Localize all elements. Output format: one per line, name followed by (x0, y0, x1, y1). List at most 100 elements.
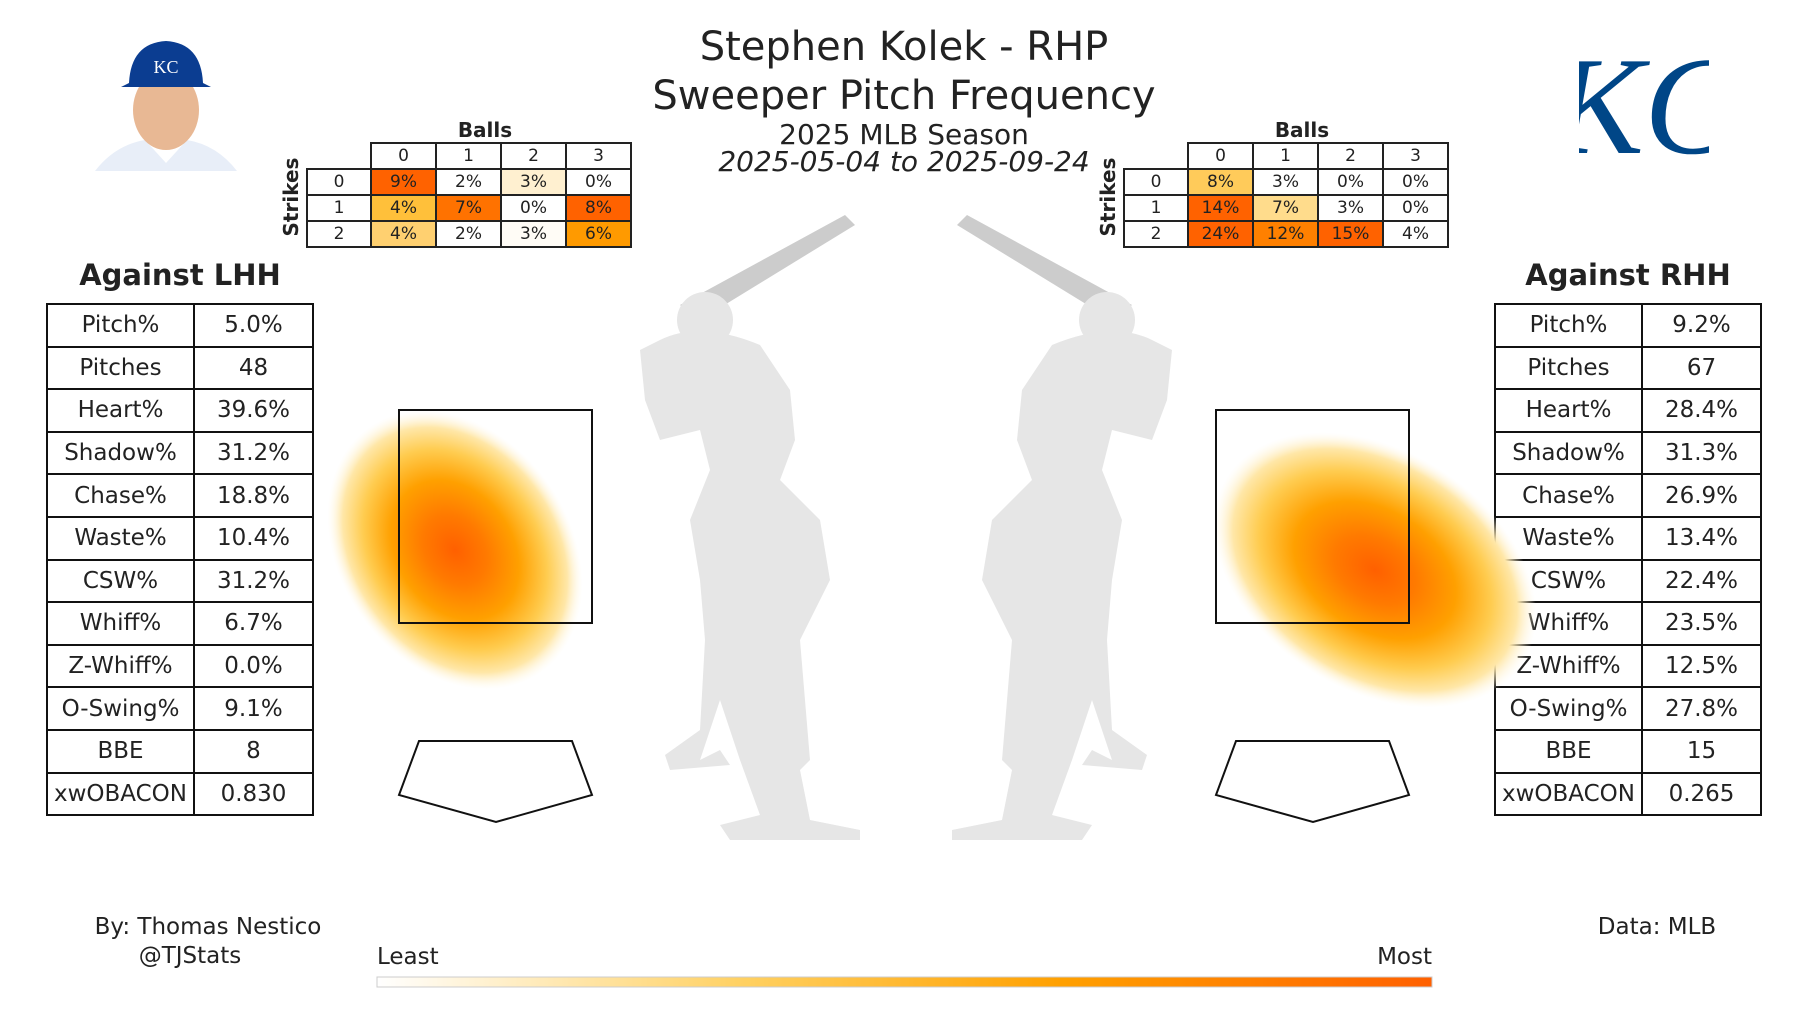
stat-row: Heart% 28.4% (1494, 388, 1762, 433)
stat-row: Pitches 48 (46, 345, 314, 391)
rhh-stats-table: Pitch% 9.2% Pitches 67 Heart% 28.4% Shadow% 31.… (1494, 303, 1762, 817)
stat-label: Whiff% (46, 601, 195, 646)
stat-row: CSW% 31.2% (46, 558, 314, 604)
stat-label: Z-Whiff% (46, 643, 195, 689)
count-cell: 9% (370, 168, 437, 196)
stat-label: BBE (1494, 728, 1643, 774)
stat-label: xwOBACON (1494, 771, 1643, 817)
stat-label: xwOBACON (46, 771, 195, 817)
chart-subtitle: Sweeper Pitch Frequency (652, 73, 1156, 119)
strikes-header: 1 (306, 194, 372, 222)
count-cell: 4% (1382, 220, 1449, 248)
count-grid: 0 1 2 3 0 8% 3% 0% 0% 1 14% 7% 3% 0% 2 24% 12% 15% 4% (1123, 142, 1449, 248)
cap-logo: KC (153, 57, 178, 77)
count-cell: 14% (1187, 194, 1254, 222)
stat-value: 9.1% (193, 686, 314, 731)
lhh-heading: Against LHH (79, 258, 281, 292)
stat-row: O-Swing% 9.1% (46, 686, 314, 731)
stat-row: Z-Whiff% 0.0% (46, 643, 314, 689)
stat-label: CSW% (46, 558, 195, 604)
count-cell: 2% (435, 220, 502, 248)
strikes-header: 2 (306, 220, 372, 248)
rhh-location-heatmap (1213, 432, 1537, 708)
rhh-heading: Against RHH (1525, 258, 1731, 292)
count-cell: 4% (370, 194, 437, 222)
season-label: 2025 MLB Season (779, 118, 1029, 151)
count-cell: 3% (500, 168, 567, 196)
balls-header: 1 (1252, 142, 1319, 170)
stat-value: 0.0% (193, 643, 314, 689)
count-cell: 0% (500, 194, 567, 222)
stat-row: Shadow% 31.3% (1494, 430, 1762, 476)
team-logo: KC (1579, 35, 1709, 168)
stat-label: Heart% (46, 388, 195, 433)
balls-header: 0 (1187, 142, 1254, 170)
bat (957, 215, 1132, 320)
stat-label: O-Swing% (1494, 686, 1643, 731)
stat-label: Shadow% (1494, 430, 1643, 476)
count-cell: 3% (500, 220, 567, 248)
stat-value: 8 (193, 728, 314, 774)
stat-row: Pitch% 9.2% (1494, 303, 1762, 348)
balls-label: Balls (457, 118, 513, 142)
stat-row: BBE 15 (1494, 728, 1762, 774)
stat-value: 0.830 (193, 771, 314, 817)
stat-row: Heart% 39.6% (46, 388, 314, 433)
lhh-home-plate (397, 740, 594, 824)
author-credit: By: Thomas Nestico (94, 914, 322, 940)
balls-header: 2 (500, 142, 567, 170)
count-cell: 0% (565, 168, 632, 196)
stat-value: 12.5% (1641, 643, 1762, 689)
stat-row: xwOBACON 0.265 (1494, 771, 1762, 817)
stat-label: Chase% (1494, 473, 1643, 518)
stat-value: 27.8% (1641, 686, 1762, 731)
strikes-header: 0 (306, 168, 372, 196)
stat-label: Pitches (1494, 345, 1643, 391)
stat-label: O-Swing% (46, 686, 195, 731)
stat-value: 5.0% (193, 303, 314, 348)
stat-value: 22.4% (1641, 558, 1762, 604)
stat-label: Heart% (1494, 388, 1643, 433)
strikes-header: 2 (1123, 220, 1189, 248)
stat-row: BBE 8 (46, 728, 314, 774)
count-cell: 12% (1252, 220, 1319, 248)
count-cell: 24% (1187, 220, 1254, 248)
stat-row: Shadow% 31.2% (46, 430, 314, 476)
stat-value: 26.9% (1641, 473, 1762, 518)
stat-value: 6.7% (193, 601, 314, 646)
stat-row: Chase% 26.9% (1494, 473, 1762, 518)
rhh-home-plate (1214, 740, 1411, 824)
stat-row: Pitch% 5.0% (46, 303, 314, 348)
stat-value: 67 (1641, 345, 1762, 391)
balls-header: 3 (565, 142, 632, 170)
stat-value: 31.3% (1641, 430, 1762, 476)
balls-label: Balls (1274, 118, 1330, 142)
stat-row: Waste% 13.4% (1494, 515, 1762, 561)
count-cell: 3% (1317, 194, 1384, 222)
stat-value: 23.5% (1641, 601, 1762, 646)
balls-header: 0 (370, 142, 437, 170)
count-grid: 0 1 2 3 0 9% 2% 3% 0% 1 4% 7% 0% 8% 2 4% 2% 3% 6% (306, 142, 632, 248)
count-cell: 15% (1317, 220, 1384, 248)
colorbar-low-label: Least (377, 944, 439, 970)
stat-value: 0.265 (1641, 771, 1762, 817)
count-cell: 2% (435, 168, 502, 196)
author-handle: @TJStats (138, 943, 242, 969)
stat-value: 28.4% (1641, 388, 1762, 433)
count-cell: 8% (1187, 168, 1254, 196)
lhh-batter-silhouette (640, 215, 860, 840)
rhh-strike-zone (1215, 409, 1410, 624)
strikes-header: 0 (1123, 168, 1189, 196)
stat-label: Shadow% (46, 430, 195, 476)
stat-row: Chase% 18.8% (46, 473, 314, 518)
stat-value: 18.8% (193, 473, 314, 518)
date-range: 2025-05-04 to 2025-09-24 (718, 145, 1090, 178)
stat-label: Chase% (46, 473, 195, 518)
chart-title: Stephen Kolek - RHP (699, 24, 1109, 70)
stat-row: xwOBACON 0.830 (46, 771, 314, 817)
rhh-batter-silhouette (952, 215, 1172, 840)
balls-header: 2 (1317, 142, 1384, 170)
stat-value: 9.2% (1641, 303, 1762, 348)
count-cell: 4% (370, 220, 437, 248)
stat-row: Waste% 10.4% (46, 515, 314, 561)
